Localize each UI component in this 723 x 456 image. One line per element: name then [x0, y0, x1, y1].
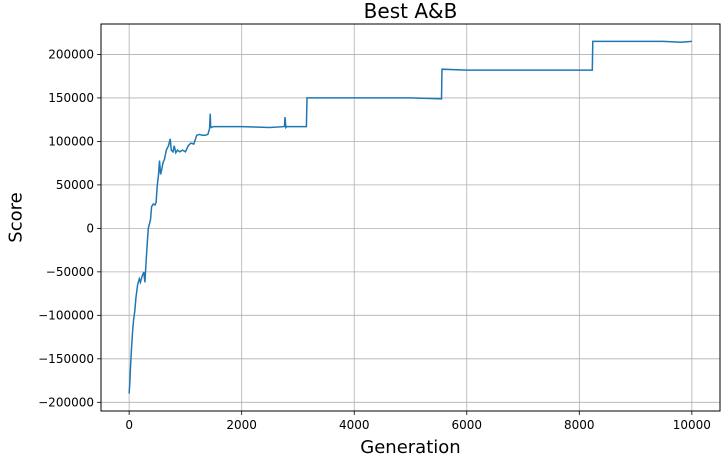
x-tick-label: 6000: [451, 418, 482, 432]
series-line: [128, 40, 692, 394]
y-tick-label: 0: [86, 221, 94, 235]
ticks: 0 2000 4000 6000 8000 10000 −200000 −150000 −100…: [38, 47, 711, 432]
x-tick-label: 10000: [673, 418, 711, 432]
plot-frame: [100, 23, 721, 412]
y-tick-label: 150000: [48, 91, 94, 105]
y-tick-label: −200000: [38, 395, 94, 409]
y-tick-label: −100000: [38, 308, 94, 322]
series-layer: [128, 40, 692, 394]
y-tick-label: −150000: [38, 352, 94, 366]
x-tick-label: 2000: [226, 418, 257, 432]
y-axis-title: Score: [6, 192, 27, 242]
y-tick-label: 100000: [48, 134, 94, 148]
chart-title: Best A&B: [364, 0, 458, 23]
x-tick-label: 8000: [564, 418, 595, 432]
x-tick-label: 0: [125, 418, 133, 432]
y-tick-label: −50000: [46, 265, 94, 279]
y-tick-label: 50000: [56, 178, 94, 192]
x-axis-title: Generation: [360, 437, 460, 456]
x-tick-label: 4000: [339, 418, 370, 432]
y-tick-label: 200000: [48, 47, 94, 61]
